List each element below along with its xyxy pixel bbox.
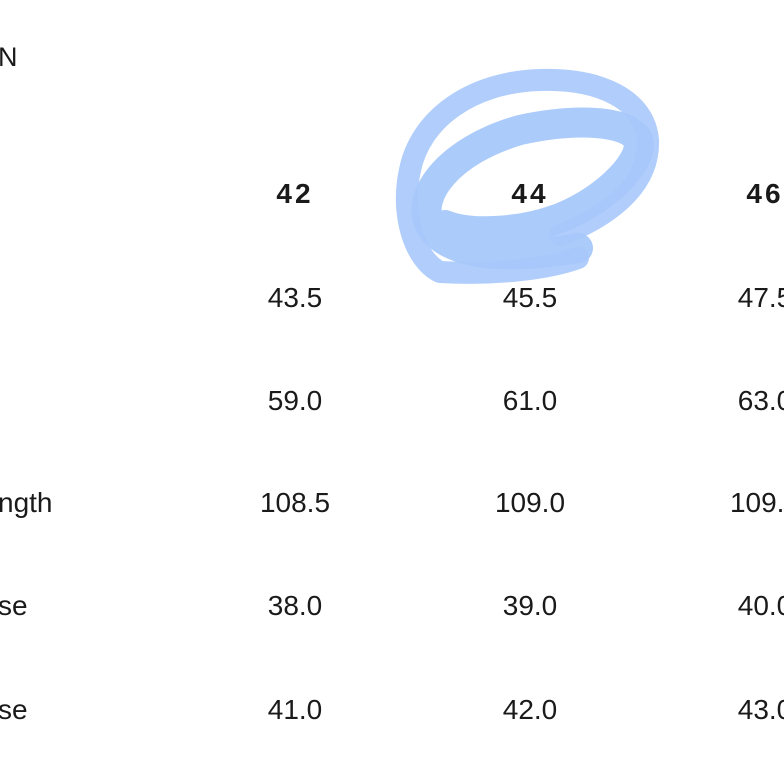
- table-cell: 108.5: [259, 487, 331, 518]
- table-cell: 109.5: [729, 487, 784, 518]
- table-cell: 42.0: [502, 694, 558, 725]
- column-header-44: 44: [511, 178, 549, 209]
- table-cell: 47.5: [737, 282, 784, 313]
- table-cell: 63.0: [737, 385, 784, 416]
- row-label: ngth: [0, 487, 53, 518]
- table-cell: 45.5: [502, 282, 558, 313]
- table-cell: 41.0: [267, 694, 323, 725]
- table-cell: 59.0: [267, 385, 323, 416]
- column-header-46: 46: [746, 178, 784, 209]
- table-cell: 43.0: [737, 694, 784, 725]
- table-cell: 61.0: [502, 385, 558, 416]
- table-cell: 39.0: [502, 590, 558, 621]
- table-cell: 38.0: [267, 590, 323, 621]
- row-label: se: [0, 694, 28, 725]
- table-cell: 40.0: [737, 590, 784, 621]
- page-title: N: [0, 42, 19, 72]
- column-header-42: 42: [276, 178, 314, 209]
- row-label: se: [0, 590, 28, 621]
- table-cell: 109.0: [494, 487, 566, 518]
- table-cell: 43.5: [267, 282, 323, 313]
